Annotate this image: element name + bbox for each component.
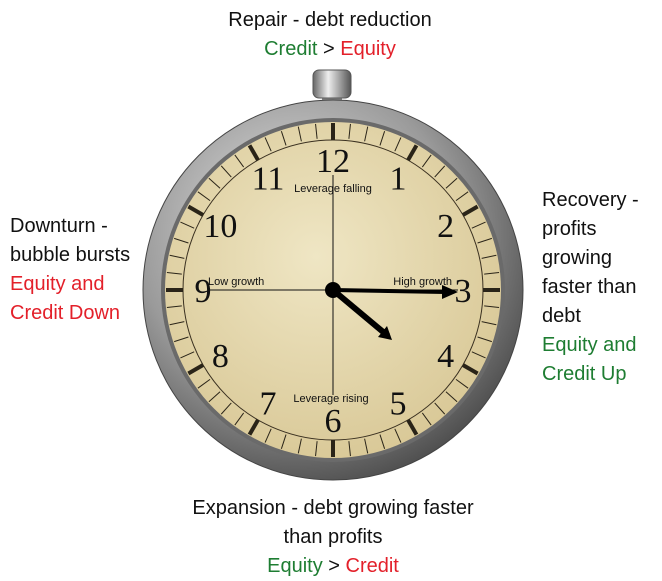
phase-title: Downturn - bubble bursts: [10, 212, 135, 270]
phase-status: Equity and Credit Up: [542, 331, 660, 389]
numeral: 12: [316, 143, 350, 180]
page: {"top": {"title": "Repair - debt reducti…: [0, 0, 662, 580]
numeral: 9: [195, 273, 212, 310]
phase-title: Recovery - profits growing faster than d…: [542, 186, 660, 331]
axis-label: Low growth: [208, 276, 264, 288]
numeral: 5: [390, 386, 407, 423]
numeral: 2: [437, 208, 454, 245]
axis-label: Leverage falling: [294, 183, 372, 195]
numeral: 4: [437, 338, 454, 375]
phase-status: Equity > Credit: [183, 552, 483, 581]
left-label: Downturn - bubble bursts Equity and Cred…: [10, 212, 135, 328]
status-term: Equity: [340, 38, 396, 60]
phase-status: Credit > Equity: [130, 35, 530, 64]
numeral: 6: [325, 403, 342, 440]
status-term: Credit: [346, 555, 399, 577]
right-label: Recovery - profits growing faster than d…: [542, 186, 660, 389]
phase-status: Equity and Credit Down: [10, 270, 135, 328]
status-term: Equity: [267, 555, 323, 577]
minute-hand: [333, 290, 445, 292]
top-label: Repair - debt reduction Credit > Equity: [130, 6, 530, 64]
numeral: 7: [260, 386, 277, 423]
crown: [313, 70, 351, 98]
numeral: 8: [212, 338, 229, 375]
status-relation: >: [323, 38, 335, 60]
phase-title: Expansion - debt growing faster than pro…: [183, 494, 483, 552]
phase-title: Repair - debt reduction: [130, 6, 530, 35]
status-relation: >: [328, 555, 340, 577]
numeral: 11: [252, 160, 285, 197]
status-term: Credit: [264, 38, 317, 60]
hand-pivot: [325, 282, 341, 298]
numeral: 3: [455, 273, 472, 310]
bottom-label: Expansion - debt growing faster than pro…: [183, 494, 483, 581]
numeral: 10: [203, 208, 237, 245]
numeral: 1: [390, 160, 407, 197]
